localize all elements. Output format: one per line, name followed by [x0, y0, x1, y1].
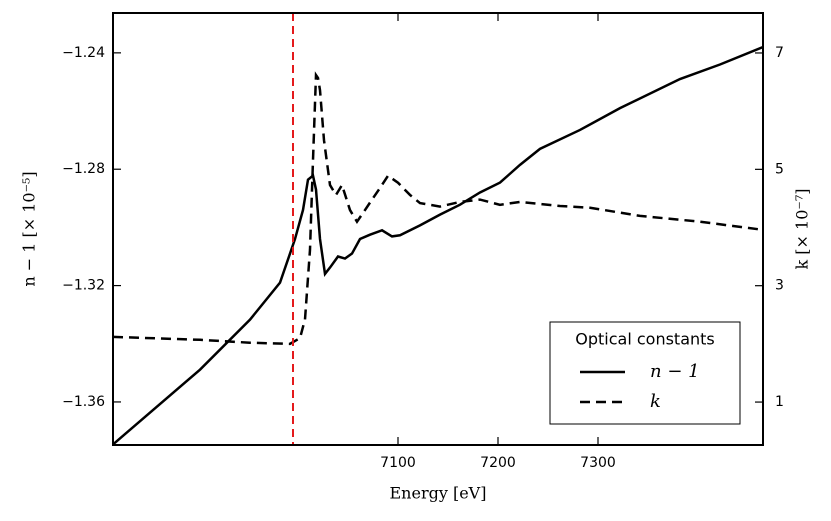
x-tick-label: 7100 — [380, 455, 416, 471]
y-tick-label: −1.36 — [62, 394, 105, 410]
plot-frame — [112, 12, 764, 446]
y2-tick-label: 7 — [775, 45, 784, 61]
legend-label: k — [650, 391, 661, 412]
x-tick-label: 7300 — [580, 455, 616, 471]
x-tick-label: 7200 — [480, 455, 516, 471]
y2-tick-label: 3 — [775, 278, 784, 294]
legend-title: Optical constants — [575, 330, 715, 349]
x-axis-label: Energy [eV] — [390, 484, 487, 503]
series-line — [112, 45, 764, 446]
y-axis-label: n − 1 [× 10⁻⁵] — [20, 171, 39, 286]
y-tick-label: −1.32 — [62, 278, 105, 294]
legend-label: n − 1 — [650, 361, 700, 382]
series-line — [112, 71, 764, 346]
y-tick-label: −1.24 — [62, 45, 105, 61]
y2-tick-label: 1 — [775, 394, 784, 410]
y-tick-label: −1.28 — [62, 161, 105, 177]
y2-tick-label: 5 — [775, 161, 784, 177]
y2-axis-label: k [× 10⁻⁷] — [793, 189, 812, 270]
